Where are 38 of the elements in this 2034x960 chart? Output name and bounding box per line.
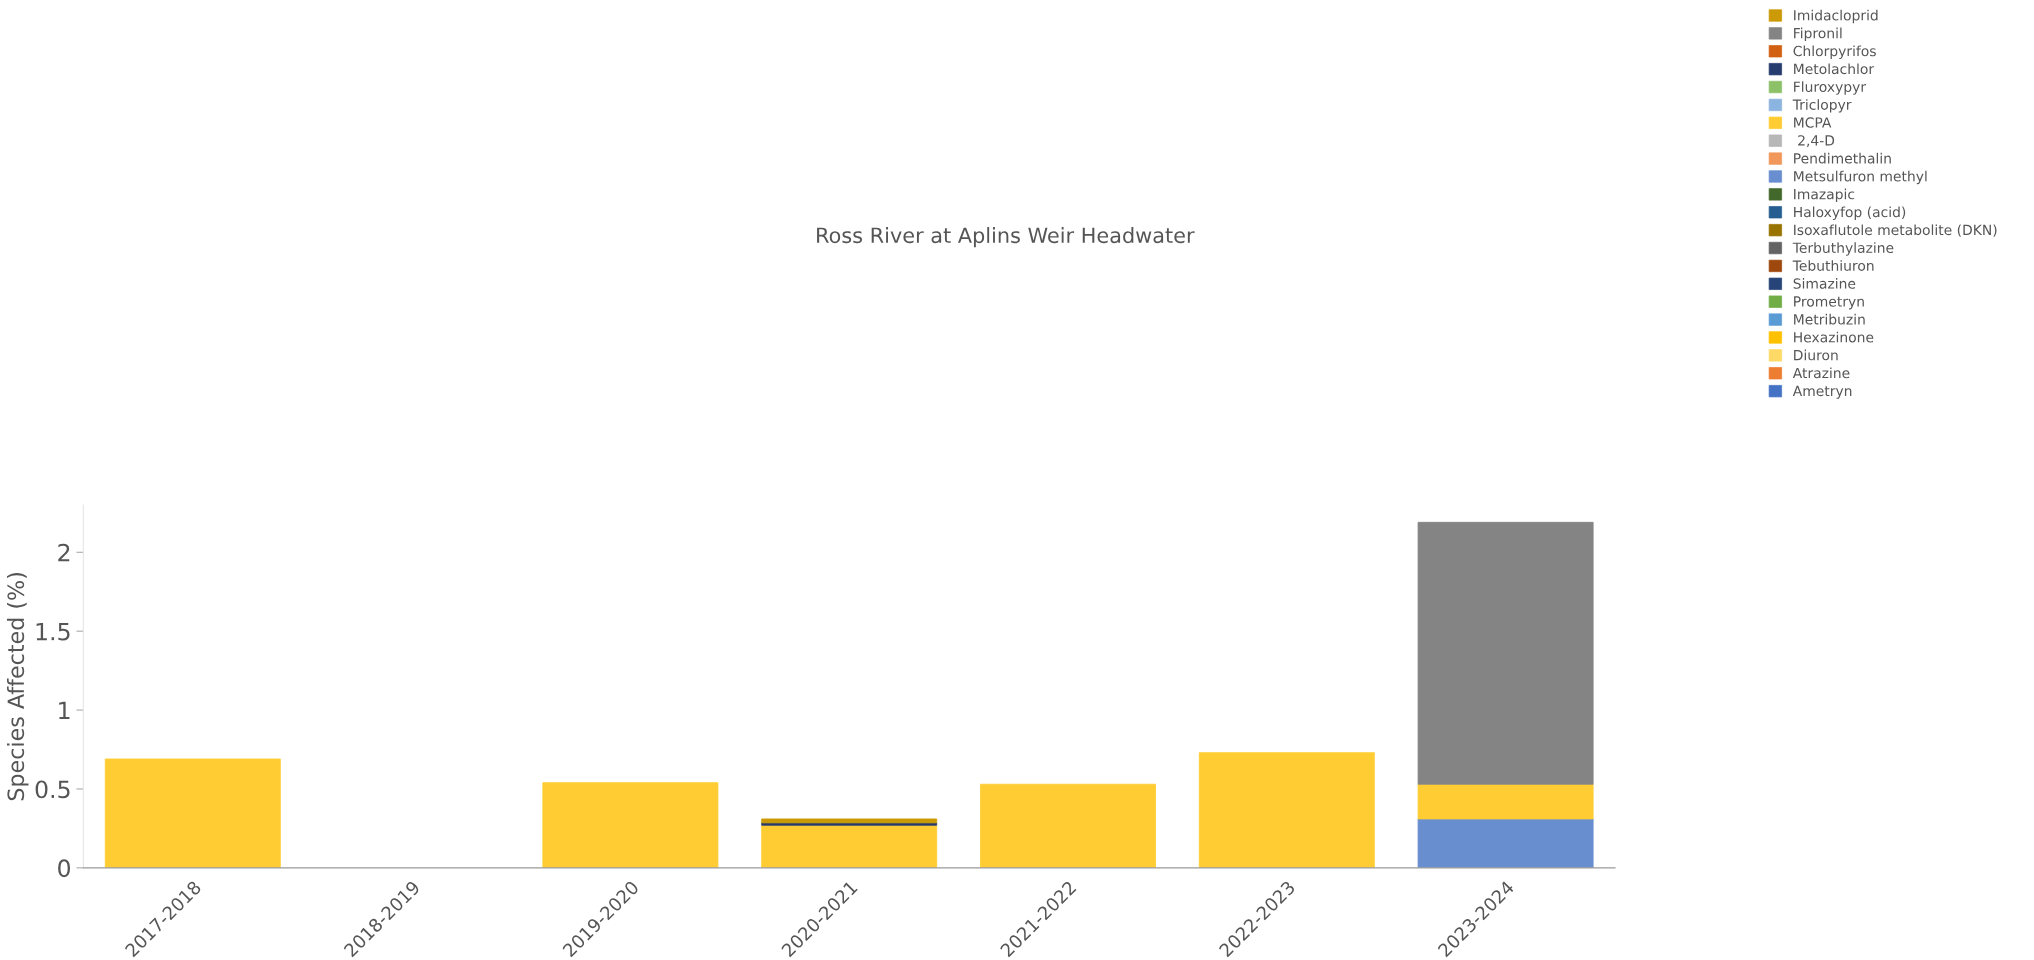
bar: [1417, 818, 1594, 868]
legend-label: Chlorpyrifos: [1793, 45, 1876, 59]
legend-label: Fluroxypyr: [1794, 81, 1867, 95]
legend-label: Diuron: [1794, 349, 1838, 361]
legend-label: Pendimethalin: [1794, 152, 1891, 164]
legend-label: Imidacloprid: [1794, 9, 1878, 24]
legend-label: Atrazine: [1792, 367, 1850, 379]
legend-label: Tebuthiuron: [1792, 260, 1874, 271]
legend-label: Isoxaflutole metabolite (DKN): [1794, 224, 1997, 237]
y-tick-label: 2: [58, 543, 70, 562]
y-axis-title: Species Affected (%): [6, 573, 29, 801]
y-tick-label: 1.5: [36, 622, 70, 641]
bar: [761, 818, 938, 824]
legend-label: Imazapic: [1794, 188, 1855, 203]
legend-label: Metribuzin: [1794, 313, 1865, 325]
legend-label: Triclopyr: [1792, 99, 1852, 113]
legend-label: Prometryn: [1794, 296, 1864, 310]
legend-label: Fipronil: [1794, 27, 1842, 42]
legend-label: Ametryn: [1792, 385, 1852, 399]
legend-label: Terbuthylazine: [1792, 242, 1894, 256]
bar: [1198, 752, 1375, 868]
bar: [761, 824, 938, 868]
y-tick-label: 0: [58, 859, 71, 878]
chart-title: Ross River at Aplins Weir Headwater: [817, 227, 1195, 248]
bar: [542, 782, 719, 868]
bar: [980, 783, 1156, 868]
bar: [1417, 521, 1594, 785]
legend-label: 2,4-D: [1798, 135, 1835, 148]
legend-label: Haloxyfop (acid): [1794, 206, 1906, 220]
bar: [104, 758, 281, 868]
legend-label: Metsulfuron methyl: [1794, 170, 1927, 185]
legend-label: Simazine: [1793, 278, 1856, 289]
legend-label: Hexazinone: [1794, 331, 1874, 343]
y-tick-label: 1: [59, 701, 70, 720]
bar: [1417, 783, 1594, 820]
legend-label: Metolachlor: [1794, 63, 1875, 75]
legend-label: MCPA: [1794, 117, 1832, 128]
y-tick-label: 0.5: [35, 780, 70, 799]
